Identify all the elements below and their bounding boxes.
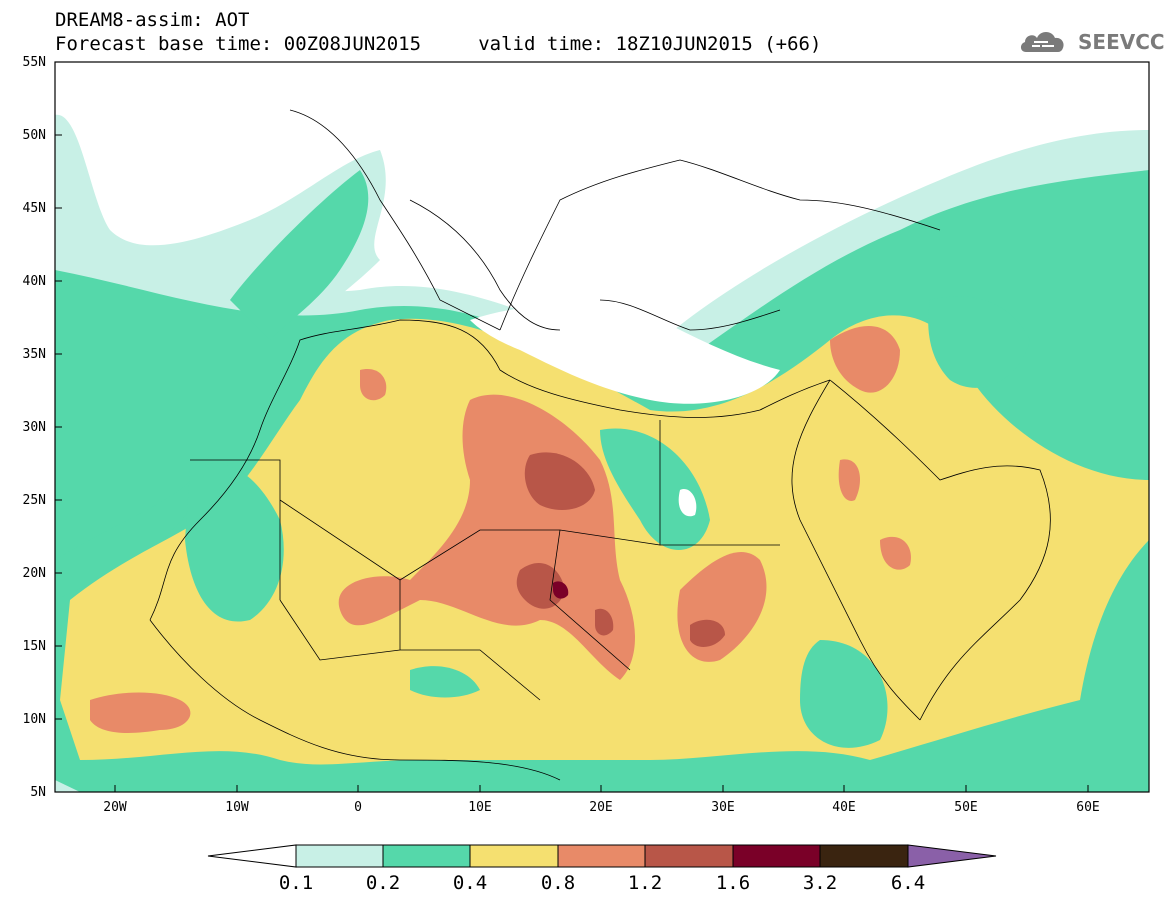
map-title: DREAM8-assim: AOT: [55, 9, 250, 31]
colorbar-bin-3: [469, 844, 559, 868]
aot-field: [55, 62, 1149, 792]
colorbar-bin-4: [557, 844, 646, 868]
lat-label: 20N: [22, 566, 46, 581]
coastlines: [149, 109, 1051, 781]
colorbar-label: 1.6: [715, 872, 751, 894]
colorbar-label: 1.2: [627, 872, 663, 894]
lon-label: 10W: [225, 800, 249, 815]
lat-label: 35N: [22, 347, 46, 362]
lon-label: 60E: [1076, 800, 1100, 815]
colorbar-bin-6: [732, 844, 821, 868]
lon-label: 30E: [711, 800, 735, 815]
cloud-logo-icon: [1020, 32, 1064, 52]
colorbar: [207, 844, 997, 868]
colorbar-bin-1: [295, 844, 384, 868]
lat-label: 25N: [22, 493, 46, 508]
axis-ticks: [55, 134, 1089, 792]
colorbar-label: 0.4: [452, 872, 488, 894]
colorbar-label: 0.8: [540, 872, 576, 894]
colorbar-label: 6.4: [890, 872, 926, 894]
lat-label: 55N: [22, 55, 46, 70]
lon-label: 0: [354, 800, 362, 815]
lat-label: 30N: [22, 420, 46, 435]
lat-label: 10N: [22, 712, 46, 727]
lon-label: 40E: [832, 800, 856, 815]
logo-text: SEEVCCC: [1078, 30, 1165, 54]
colorbar-bin-7: [819, 844, 909, 868]
colorbar-bin-2: [382, 844, 471, 868]
colorbar-label: 3.2: [802, 872, 838, 894]
lat-label: 40N: [22, 274, 46, 289]
lat-label: 15N: [22, 639, 46, 654]
colorbar-label: 0.2: [365, 872, 401, 894]
forecast-times: Forecast base time: 00Z08JUN2015 valid t…: [55, 33, 822, 55]
lat-label: 50N: [22, 128, 46, 143]
colorbar-bin-5: [644, 844, 734, 868]
colorbar-under-arrow: [207, 844, 297, 868]
lon-label: 20E: [589, 800, 613, 815]
lon-label: 50E: [954, 800, 978, 815]
colorbar-label: 0.1: [278, 872, 314, 894]
lat-label: 5N: [30, 785, 46, 800]
colorbar-over-arrow: [907, 844, 997, 868]
lon-label: 10E: [468, 800, 492, 815]
lon-label: 20W: [103, 800, 127, 815]
lat-label: 45N: [22, 201, 46, 216]
